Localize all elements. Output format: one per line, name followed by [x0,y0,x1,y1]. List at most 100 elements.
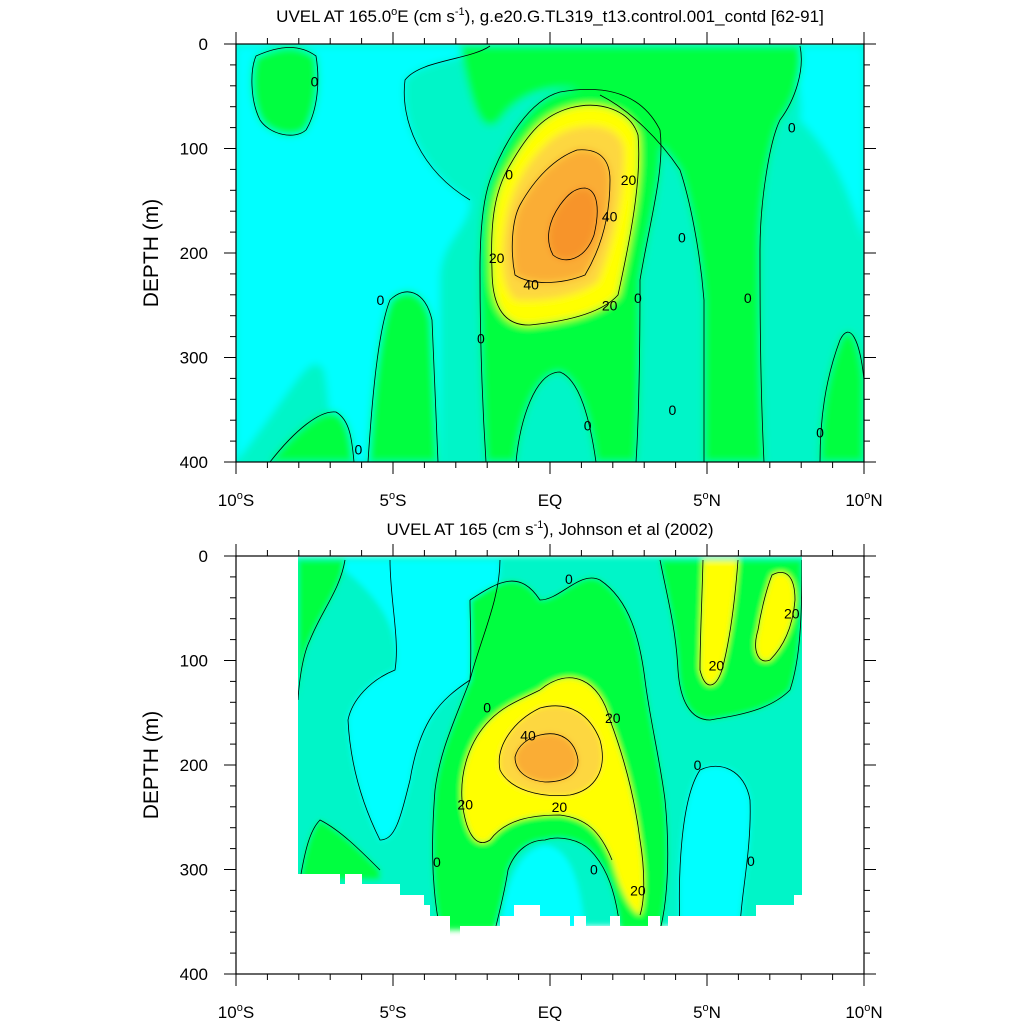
model-contour-labels: 0 0 0 0 0 20 40 20 40 20 0 0 0 0 0 0 0 [311,74,825,458]
contour-label: 0 [377,292,385,308]
model-band-50 [548,188,598,260]
observed-contour-labels: 0 20 20 0 20 40 0 20 20 0 0 0 20 [433,571,800,898]
x-tick-label: 10oN [845,1002,882,1022]
contour-label: 20 [602,297,618,313]
contour-label: 20 [709,658,725,674]
observed-contour-line [461,689,613,861]
y-tick-label: 400 [180,965,208,984]
observed-contour-lines [298,559,802,931]
observed-contour-line [494,837,621,931]
model-band-10-west-column [368,291,438,462]
contour-label: 0 [788,120,796,136]
contour-label: 20 [784,605,800,621]
contour-label: 0 [311,74,319,90]
observed-band-negative-west [330,560,500,840]
model-contour-line [759,45,802,462]
model-contour-line [491,104,640,326]
contour-label: 20 [621,172,637,188]
x-tick-label: EQ [538,1003,563,1022]
observed-panel: UVEL AT 165 (cm s-1), Johnson et al (200… [140,519,883,1022]
observed-contour-line [298,559,346,701]
contour-label: 20 [552,799,568,815]
observed-band-10-west-edge [298,560,345,700]
observed-contour-line [469,577,669,931]
observed-contour-line [299,819,381,881]
model-contour-line [403,45,491,201]
contour-label: 0 [505,167,513,183]
model-contour-line [515,371,597,462]
observed-contour-line [659,559,802,721]
y-tick-label: 400 [180,453,208,472]
contour-label: 0 [565,571,573,587]
model-contour-line [479,91,561,462]
y-tick-label: 300 [180,349,208,368]
model-band-10-southwest [270,411,354,462]
observed-panel-ylabel: DEPTH (m) [140,711,163,820]
model-contour-line [511,149,611,283]
model-panel: UVEL AT 165.0oE (cm s-1), g.e20.G.TL319_… [140,6,883,510]
contour-label: 20 [630,882,646,898]
contour-label: 0 [816,425,824,441]
model-band-negative-east [780,46,864,240]
y-tick-label: 300 [180,861,208,880]
observed-band-negative-east [679,766,751,930]
model-contour-line [269,411,355,462]
contour-label: 0 [634,290,642,306]
x-tick-label: EQ [538,491,563,510]
model-band-10-east-cap [460,46,802,462]
model-band-10-northwest [251,47,318,136]
observed-band-20-east-patch [755,572,795,661]
model-contour-line [819,331,864,462]
contour-label: 0 [669,402,677,418]
y-tick-label: 100 [180,652,208,671]
model-contour-line [599,94,705,462]
x-tick-label: 5oN [693,1002,721,1022]
model-contour-lines [251,45,864,462]
model-contour-line [548,187,598,261]
contour-label: 20 [605,710,621,726]
observed-contour-line [539,677,645,916]
model-contour-line [559,88,662,462]
y-tick-label: 100 [180,140,208,159]
contour-label: 0 [355,441,363,457]
observed-contour-line [498,705,603,796]
x-tick-label: 5oS [380,1002,407,1022]
model-contour-line [251,47,319,136]
y-tick-label: 0 [199,35,208,54]
contour-label: 0 [590,862,598,878]
observed-contour-line [755,572,796,662]
observed-contour-line [514,733,579,783]
contour-label: 0 [433,854,441,870]
contour-label: 40 [523,276,539,292]
observed-band-10-southwest [300,820,380,880]
observed-panel-title: UVEL AT 165 (cm s-1), Johnson et al (200… [387,519,714,539]
y-tick-label: 0 [199,547,208,566]
contour-label: 0 [584,417,592,433]
x-tick-label: 10oS [218,1002,254,1022]
x-tick-label: 10oN [845,490,882,510]
observed-band-40 [515,733,578,782]
contour-label: 0 [678,229,686,245]
x-tick-label: 5oS [380,490,407,510]
model-contour-line [367,291,439,462]
model-panel-ylabel: DEPTH (m) [140,199,163,308]
observed-contour-field [298,556,802,931]
model-band-10-southeast [820,332,864,462]
model-contour-field [236,44,864,462]
model-panel-title: UVEL AT 165.0oE (cm s-1), g.e20.G.TL319_… [276,6,824,26]
contour-label: 0 [694,757,702,773]
contour-label: 20 [489,250,505,266]
contour-label: 0 [483,700,491,716]
contour-label: 20 [457,797,473,813]
contour-label: 0 [747,853,755,869]
contour-label: 40 [602,208,618,224]
observed-contour-line [679,765,751,931]
observed-band-20-northeast [700,560,738,685]
contour-label: 0 [477,331,485,347]
contour-label: 0 [744,290,752,306]
observed-contour-line [699,559,739,686]
x-tick-label: 5oN [693,490,721,510]
